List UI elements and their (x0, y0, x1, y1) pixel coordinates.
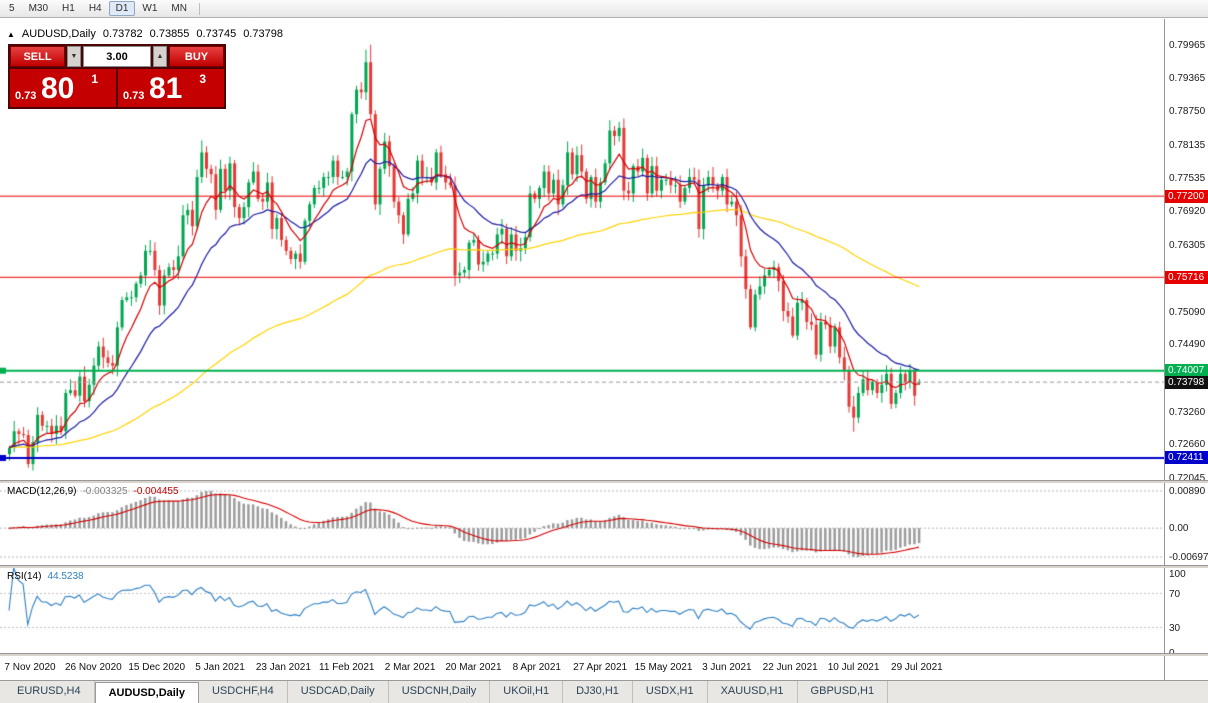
timeframe-toolbar: 5 M30 H1 H4 D1 W1 MN (0, 0, 1208, 18)
ohlc-open: 0.73782 (102, 28, 143, 40)
macd-label: MACD(12,26,9) -0.003325 -0.004455 (7, 486, 179, 497)
chart-symbol-label: AUDUSD,Daily (21, 28, 96, 40)
price-axis-label: 0.79365 (1169, 72, 1206, 84)
price-level-badge: 0.75716 (1165, 270, 1208, 284)
chart-window: ▲ AUDUSD,Daily 0.73782 0.73855 0.73745 0… (0, 19, 1208, 680)
chart-tab-usdchf[interactable]: USDCHF,H4 (199, 681, 288, 703)
macd-name: MACD(12,26,9) (7, 486, 77, 497)
ohlc-close: 0.73798 (243, 28, 283, 40)
volume-decrease-button[interactable]: ▼ (67, 46, 81, 67)
chart-tab-usdcnh[interactable]: USDCNH,Daily (389, 681, 491, 703)
price-axis-label: 0.73260 (1169, 406, 1206, 418)
rsi-axis-label: 100 (1169, 569, 1186, 580)
price-axis-label: 0.78750 (1169, 106, 1206, 118)
macd-axis-label: 0.00890 (1169, 486, 1206, 497)
price-level-badge: 0.72411 (1165, 451, 1208, 465)
buy-price-prefix: 0.73 (123, 90, 145, 102)
chart-tab-audusd[interactable]: AUDUSD,Daily (94, 682, 199, 703)
date-axis-label: 26 Nov 2020 (64, 662, 122, 673)
date-axis-label: 15 Dec 2020 (128, 662, 186, 673)
rsi-axis-label: 30 (1169, 622, 1181, 634)
date-axis-label: 29 Jul 2021 (891, 662, 943, 673)
chart-tab-bar: EURUSD,H4 AUDUSD,Daily USDCHF,H4 USDCAD,Dai… (0, 680, 1208, 703)
macd-main-value: -0.003325 (82, 486, 128, 497)
price-level-badge: 0.77200 (1165, 189, 1208, 203)
macd-axis-label: 0.00 (1169, 523, 1189, 535)
price-axis-label: 0.72660 (1169, 439, 1206, 451)
one-click-trading-panel: SELL ▼ ▲ BUY 0.73 80 1 0.73 81 3 (8, 44, 226, 109)
rsi-axis-label: 70 (1169, 588, 1181, 600)
date-axis-label: 7 Nov 2020 (4, 662, 56, 673)
macd-signal-value: -0.004455 (133, 486, 179, 497)
price-axis-label: 0.75090 (1169, 306, 1206, 318)
ohlc-low: 0.73745 (196, 28, 237, 40)
timeframe-button-m30[interactable]: M30 (28, 3, 49, 14)
date-axis-label: 27 Apr 2021 (573, 662, 628, 673)
sell-price-prefix: 0.73 (15, 90, 37, 102)
rsi-label: RSI(14) 44.5238 (7, 571, 84, 582)
chart-tab-usdcad[interactable]: USDCAD,Daily (288, 681, 389, 703)
price-axis-label: 0.78135 (1169, 140, 1206, 152)
sell-price-display[interactable]: 0.73 80 1 (10, 69, 116, 107)
chart-tab-ukoil[interactable]: UKOil,H1 (490, 681, 564, 703)
date-axis: 7 Nov 2020 26 Nov 2020 15 Dec 2020 5 Jan 20… (0, 656, 1164, 680)
pane-divider[interactable] (0, 653, 1208, 656)
sell-price-pip: 1 (91, 72, 98, 86)
timeframe-button-d1[interactable]: D1 (108, 1, 136, 16)
rsi-value: 44.5238 (47, 571, 84, 582)
rsi-indicator-canvas[interactable] (0, 568, 1164, 653)
date-axis-label: 8 Apr 2021 (512, 662, 561, 673)
date-axis-label: 15 May 2021 (634, 662, 693, 673)
date-axis-label: 3 Jun 2021 (702, 662, 752, 673)
chart-title: ▲ AUDUSD,Daily 0.73782 0.73855 0.73745 0… (7, 28, 283, 40)
ohlc-high: 0.73855 (149, 28, 190, 40)
buy-button[interactable]: BUY (169, 46, 224, 67)
date-axis-label: 10 Jul 2021 (827, 662, 880, 673)
timeframe-button-5[interactable]: 5 (9, 3, 15, 14)
volume-input[interactable] (83, 46, 151, 67)
macd-axis-label: -0.00697 (1169, 552, 1208, 563)
timeframe-button-h4[interactable]: H4 (88, 3, 102, 14)
buy-price-pip: 3 (199, 72, 206, 86)
volume-increase-button[interactable]: ▲ (153, 46, 167, 67)
timeframe-button-mn[interactable]: MN (171, 3, 187, 14)
price-axis[interactable]: 0.79965 0.79365 0.78750 0.78135 0.77535 0.769… (1164, 19, 1208, 680)
pane-divider[interactable] (0, 565, 1208, 568)
date-axis-label: 20 Mar 2021 (445, 662, 502, 673)
chart-tab-usdx[interactable]: USDX,H1 (633, 681, 708, 703)
timeframe-button-h1[interactable]: H1 (62, 3, 75, 14)
timeframe-button-w1[interactable]: W1 (142, 3, 158, 14)
rsi-name: RSI(14) (7, 571, 42, 582)
date-axis-label: 2 Mar 2021 (384, 662, 436, 673)
date-axis-label: 23 Jan 2021 (255, 662, 311, 673)
chart-tab-gbpusd[interactable]: GBPUSD,H1 (798, 681, 889, 703)
date-axis-label: 11 Feb 2021 (319, 662, 375, 673)
chart-tab-dj30[interactable]: DJ30,H1 (563, 681, 633, 703)
price-axis-label: 0.72045 (1169, 472, 1206, 484)
price-axis-label: 0.76305 (1169, 240, 1206, 252)
price-axis-label: 0.74490 (1169, 339, 1206, 351)
chart-tab-eurusd[interactable]: EURUSD,H4 (4, 681, 95, 703)
symbol-arrow-icon: ▲ (7, 29, 15, 39)
chart-tab-xauusd[interactable]: XAUUSD,H1 (708, 681, 798, 703)
toolbar-separator (198, 2, 200, 15)
date-axis-label: 5 Jan 2021 (195, 662, 245, 673)
date-axis-label: 22 Jun 2021 (762, 662, 818, 673)
price-axis-label: 0.77535 (1169, 172, 1206, 184)
buy-price-display[interactable]: 0.73 81 3 (118, 69, 224, 107)
sell-button[interactable]: SELL (10, 46, 65, 67)
current-price-badge: 0.73798 (1165, 375, 1208, 389)
price-level-badge: 0.74007 (1165, 364, 1208, 378)
macd-indicator-canvas[interactable] (0, 483, 1164, 565)
price-axis-label: 0.79965 (1169, 40, 1206, 51)
price-axis-label: 0.76920 (1169, 206, 1206, 218)
sell-price-big: 80 (41, 72, 75, 105)
pane-divider[interactable] (0, 480, 1208, 483)
buy-price-big: 81 (149, 72, 183, 105)
